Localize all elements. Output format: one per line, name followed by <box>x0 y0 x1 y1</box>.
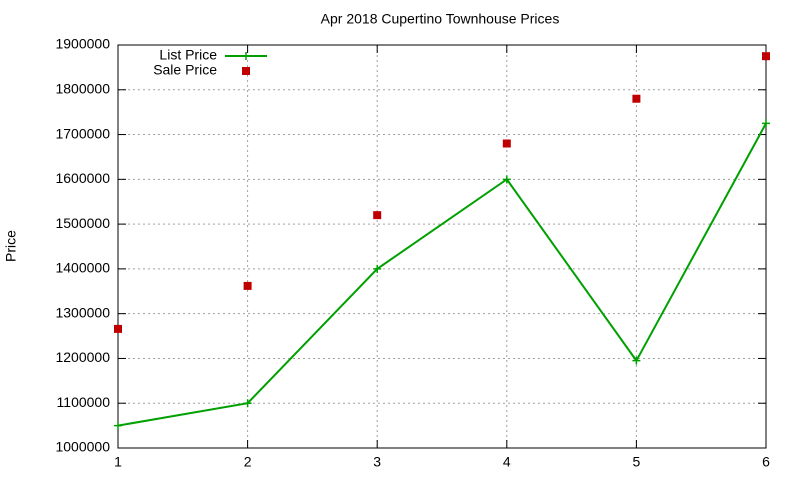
point-marker <box>373 211 382 220</box>
y-tick-label: 1600000 <box>55 170 110 186</box>
x-tick-label: 6 <box>762 454 770 470</box>
point-marker <box>632 356 641 365</box>
point-marker <box>114 324 122 333</box>
y-tick-label: 1800000 <box>55 80 110 96</box>
y-tick-label: 1200000 <box>55 349 110 365</box>
point-marker <box>502 139 511 148</box>
x-tick-label: 3 <box>373 454 381 470</box>
point-marker <box>114 421 122 430</box>
y-tick-label: 1300000 <box>55 304 110 320</box>
plot-border <box>117 44 767 449</box>
y-tick-label: 1400000 <box>55 260 110 276</box>
chart-title: Apr 2018 Cupertino Townhouse Prices <box>321 11 560 27</box>
series-line <box>117 122 767 427</box>
point-marker <box>502 175 511 184</box>
y-tick-label: 1000000 <box>55 439 110 455</box>
x-tick-label: 5 <box>633 454 641 470</box>
point-marker <box>632 94 641 103</box>
point-marker <box>373 264 382 273</box>
x-tick-label: 2 <box>244 454 252 470</box>
y-axis-label: Price <box>3 230 19 262</box>
y-tick-label: 1100000 <box>57 394 111 410</box>
y-tick-label: 1700000 <box>55 125 110 141</box>
point-marker <box>762 119 770 128</box>
legend-swatch <box>242 67 250 75</box>
x-tick-label: 4 <box>503 454 511 470</box>
point-marker <box>762 52 770 61</box>
x-tick-label: 1 <box>114 454 122 470</box>
point-marker <box>243 281 252 290</box>
y-tick-label: 1500000 <box>55 215 110 231</box>
y-tick-label: 1900000 <box>55 36 110 52</box>
point-marker <box>243 399 252 408</box>
legend-label: List Price <box>159 47 217 63</box>
legend-swatch-marker <box>242 52 250 60</box>
legend-label: Sale Price <box>153 62 217 78</box>
